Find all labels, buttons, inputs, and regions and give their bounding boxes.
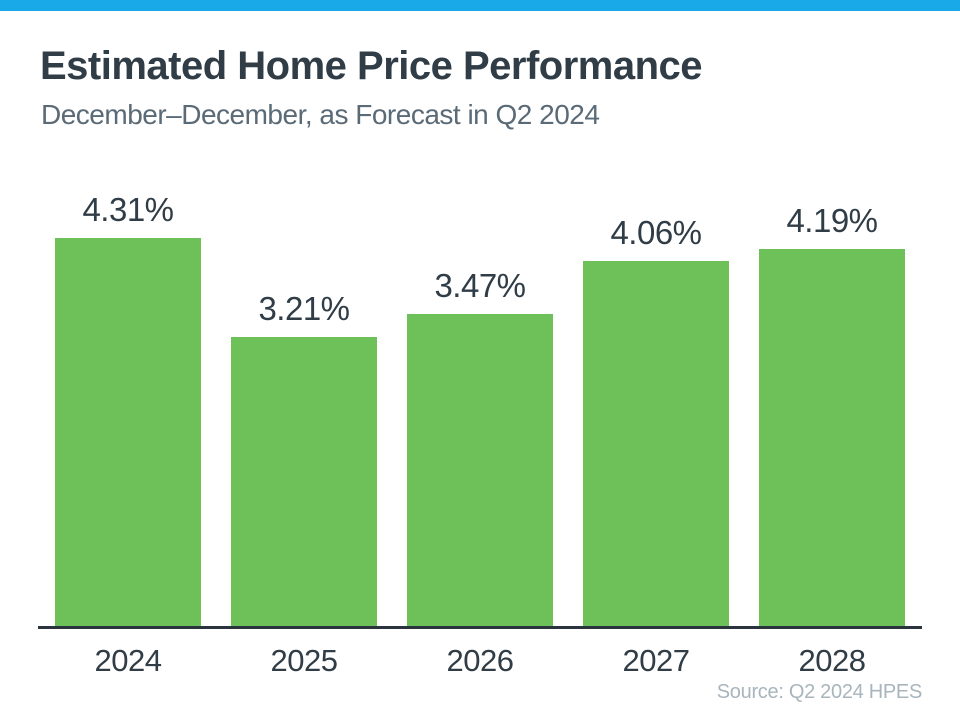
bar-group: 3.21%	[231, 290, 377, 627]
bar-value-label: 3.21%	[258, 290, 350, 328]
bar-value-label: 3.47%	[434, 266, 526, 304]
bar-group: 3.47%	[407, 267, 553, 627]
x-axis-tick-label: 2024	[94, 643, 162, 678]
x-axis-tick-label: 2026	[446, 643, 514, 678]
x-axis-labels: 2024 2025 2026 2027 2028	[55, 643, 905, 679]
bar	[759, 248, 905, 627]
top-accent-bar	[0, 0, 960, 11]
bar	[55, 238, 201, 627]
page-title: Estimated Home Price Performance	[40, 44, 703, 88]
x-axis-tick-label: 2028	[798, 643, 866, 678]
x-axis-tick-label: 2027	[622, 643, 690, 678]
bars: 4.31% 3.21% 3.47% 4.06% 4.19%	[55, 191, 905, 627]
x-axis-tick-label: 2025	[270, 643, 338, 678]
bar	[407, 313, 553, 627]
bar-value-label: 4.31%	[82, 191, 174, 228]
bar-value-label: 4.06%	[610, 213, 702, 251]
bar-group: 4.06%	[583, 214, 729, 627]
bar	[583, 260, 729, 627]
page-subtitle: December–December, as Forecast in Q2 202…	[41, 99, 600, 130]
x-axis-line	[38, 626, 922, 629]
bar-value-label: 4.19%	[786, 201, 878, 239]
source-note: Source: Q2 2024 HPES	[716, 681, 923, 703]
bar-group: 4.31%	[55, 191, 201, 627]
bar	[231, 337, 377, 627]
bar-group: 4.19%	[759, 202, 905, 627]
